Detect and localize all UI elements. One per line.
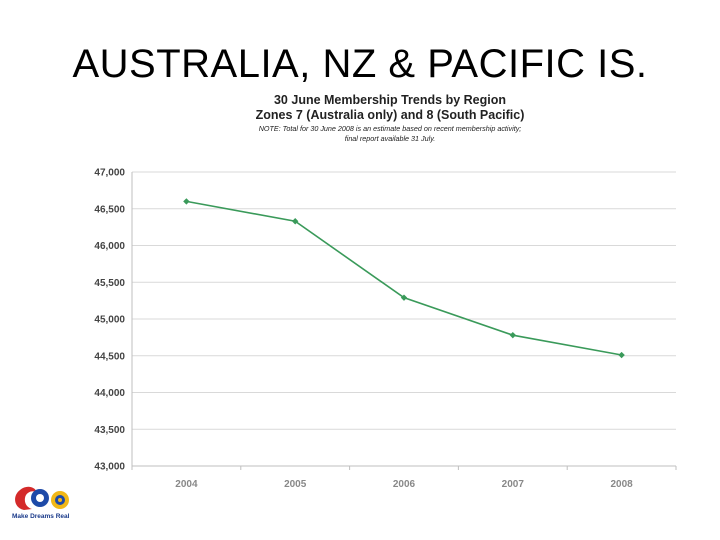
- chart-header: 30 June Membership Trends by Region Zone…: [180, 93, 600, 143]
- chart-subtitle: Zones 7 (Australia only) and 8 (South Pa…: [255, 108, 525, 122]
- x-tick-label: 2007: [502, 479, 525, 490]
- series-line: [186, 200, 622, 356]
- chart-note-continued: final report available 31 July.: [344, 134, 436, 143]
- x-tick-label: 2008: [610, 479, 633, 490]
- slide-title: AUSTRALIA, NZ & PACIFIC IS.: [72, 42, 648, 86]
- data-point: [292, 218, 299, 225]
- y-tick-label: 46,500: [94, 204, 125, 215]
- y-tick-label: 44,000: [94, 388, 125, 399]
- data-point: [183, 198, 190, 205]
- y-tick-label: 45,500: [94, 278, 125, 289]
- y-tick-label: 43,000: [94, 462, 125, 473]
- logo-tagline: Make Dreams Real: [12, 513, 70, 520]
- chart-note: NOTE: Total for 30 June 2008 is an estim…: [258, 124, 522, 133]
- x-tick-label: 2006: [393, 479, 416, 490]
- chart-title: 30 June Membership Trends by Region: [273, 93, 506, 107]
- x-tick-label: 2004: [175, 479, 198, 490]
- y-tick-label: 47,000: [94, 168, 125, 179]
- y-tick-label: 45,000: [94, 315, 125, 326]
- data-point: [400, 294, 408, 301]
- y-tick-label: 43,500: [94, 425, 125, 436]
- y-tick-label: 46,000: [94, 241, 125, 252]
- rotary-logo: [15, 486, 69, 510]
- x-tick-label: 2005: [284, 479, 307, 490]
- data-point: [509, 331, 516, 339]
- y-tick-label: 44,500: [94, 351, 125, 362]
- data-point: [618, 351, 625, 359]
